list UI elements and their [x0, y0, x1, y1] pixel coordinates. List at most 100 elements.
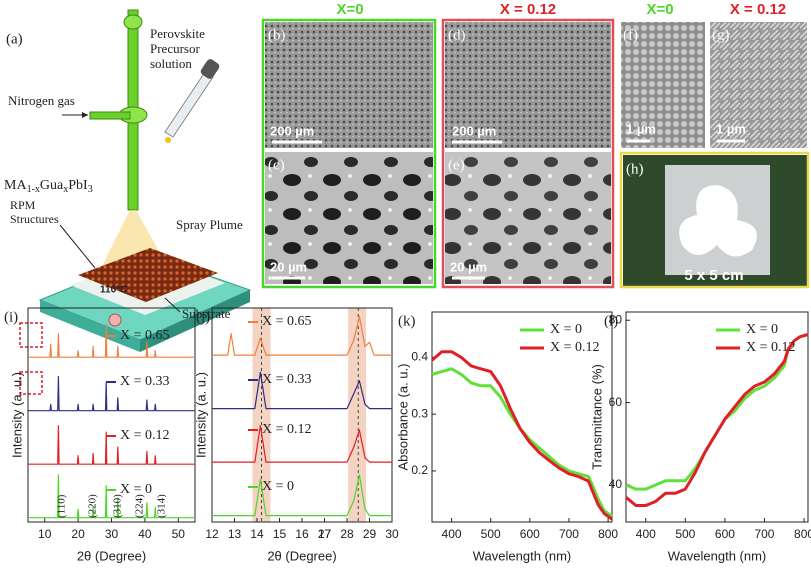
precursor-text: solution	[150, 56, 192, 71]
x-tick-label: 600	[520, 527, 540, 541]
panel-label: (k)	[398, 313, 416, 329]
legend-label: X = 0.65	[120, 328, 170, 343]
scale-label: 200 µm	[452, 123, 496, 138]
x-tick-label: 14	[250, 527, 264, 541]
plume-text: Spray Plume	[176, 217, 243, 232]
frame	[261, 18, 437, 289]
formula-part: 3	[88, 184, 93, 195]
x-axis-title: Wavelength (nm)	[473, 548, 572, 563]
series-line	[28, 425, 195, 465]
pointer	[164, 297, 181, 313]
series-line	[212, 474, 392, 517]
formula-part: Gua	[40, 178, 64, 193]
legend-label: X = 0	[120, 482, 152, 497]
panel-label: (j)	[196, 309, 210, 325]
sem-image	[265, 22, 433, 148]
legend-label: X = 0.12	[550, 340, 600, 355]
scale-label: 1 µm	[626, 121, 656, 136]
formula-part: x	[63, 184, 68, 195]
x-tick-label: 13	[228, 527, 242, 541]
series-line	[28, 474, 195, 519]
highlight-box	[19, 371, 43, 395]
temperature: 110°C	[100, 285, 127, 296]
hot-plate-side	[40, 300, 140, 352]
header: X=0	[646, 1, 673, 18]
x-tick-label: 700	[559, 527, 579, 541]
series-line	[625, 333, 809, 491]
y-tick-label: 80	[609, 312, 623, 326]
x-tick-label: 28	[340, 527, 354, 541]
peak-label: (220)	[87, 494, 99, 518]
dropper-bulb	[200, 59, 220, 79]
series-line	[212, 371, 392, 410]
legend-label: X = 0.12	[120, 428, 170, 443]
series-line	[431, 350, 613, 521]
legend-label: X = 0	[746, 322, 778, 337]
series-line	[28, 375, 195, 412]
y-axis-title: Absorbance (a. u.)	[395, 364, 410, 471]
y-axis-title: Intensity (a. u.)	[9, 372, 24, 458]
peak-label: (224)	[134, 494, 146, 518]
x-tick-label: 30	[105, 527, 119, 541]
plot-frame	[625, 311, 809, 523]
y-axis-title: Transmittance (%)	[589, 364, 604, 470]
scale-label: 20 µm	[450, 259, 487, 274]
panel-label: (d)	[448, 27, 466, 43]
sem-image	[710, 22, 807, 148]
panel-label: (b)	[268, 27, 286, 43]
x-tick-label: 500	[675, 527, 695, 541]
frame	[619, 151, 810, 289]
highlight-band	[348, 308, 367, 522]
x-axis-title: 2θ (Degree)	[267, 548, 336, 563]
scale-label: 20 µm	[270, 259, 307, 274]
x-tick-label: 40	[138, 527, 152, 541]
x-tick-label: 600	[715, 527, 735, 541]
formula-part: MA	[4, 178, 27, 193]
highlight-box	[19, 322, 43, 348]
panel-label: (e)	[448, 157, 465, 173]
formula-part: PbI	[68, 178, 88, 193]
peak-label: (314)	[156, 494, 168, 518]
header: X = 0.12	[500, 1, 556, 18]
legend-label: X = 0.12	[262, 422, 312, 437]
film	[78, 248, 218, 302]
legend-label: X = 0.65	[262, 314, 312, 329]
plot-frame	[431, 311, 613, 523]
peak-label: (310)	[112, 494, 124, 518]
x-tick-label: 400	[442, 527, 462, 541]
y-tick-label: 0.2	[411, 463, 428, 477]
precursor-text: Perovskite	[150, 26, 205, 41]
x-axis-title: 2θ (Degree)	[77, 548, 146, 563]
micrographs: X=0 X = 0.12 X=0 X = 0.12 (b) 200 µm (c)…	[261, 1, 810, 289]
substrate-text: Substrate	[182, 306, 231, 321]
gas-text: Nitrogen gas	[8, 93, 75, 108]
x-tick-label: 16	[295, 527, 309, 541]
highlight-band	[252, 308, 271, 522]
x-tick-label: 17	[318, 527, 332, 541]
x-tick-label: 20	[71, 527, 85, 541]
gas-inlet	[89, 111, 131, 120]
structures-text: Structures	[10, 212, 59, 226]
frame	[441, 18, 615, 289]
panel-label: (g)	[712, 27, 730, 43]
sem-image	[265, 152, 433, 284]
panel-label: (f)	[623, 27, 638, 43]
y-tick-label: 0.3	[411, 406, 428, 420]
y-tick-label: 40	[609, 477, 623, 491]
series-line	[212, 425, 392, 463]
y-tick-label: 60	[609, 395, 623, 409]
panel-label: (l)	[604, 313, 618, 329]
panel-label: (i)	[4, 309, 18, 325]
x-tick-label: 50	[172, 527, 186, 541]
sem-image	[621, 22, 705, 148]
y-tick-label: 0.4	[411, 350, 428, 364]
precursor-text: Precursor	[150, 41, 200, 56]
x-tick-label: 500	[481, 527, 501, 541]
x-tick-label: 30	[385, 527, 399, 541]
scale-label: 5 x 5 cm	[684, 267, 743, 284]
series-line	[28, 324, 195, 358]
legend-label: X = 0.12	[746, 340, 796, 355]
legend-label: X = 0.33	[120, 374, 170, 389]
